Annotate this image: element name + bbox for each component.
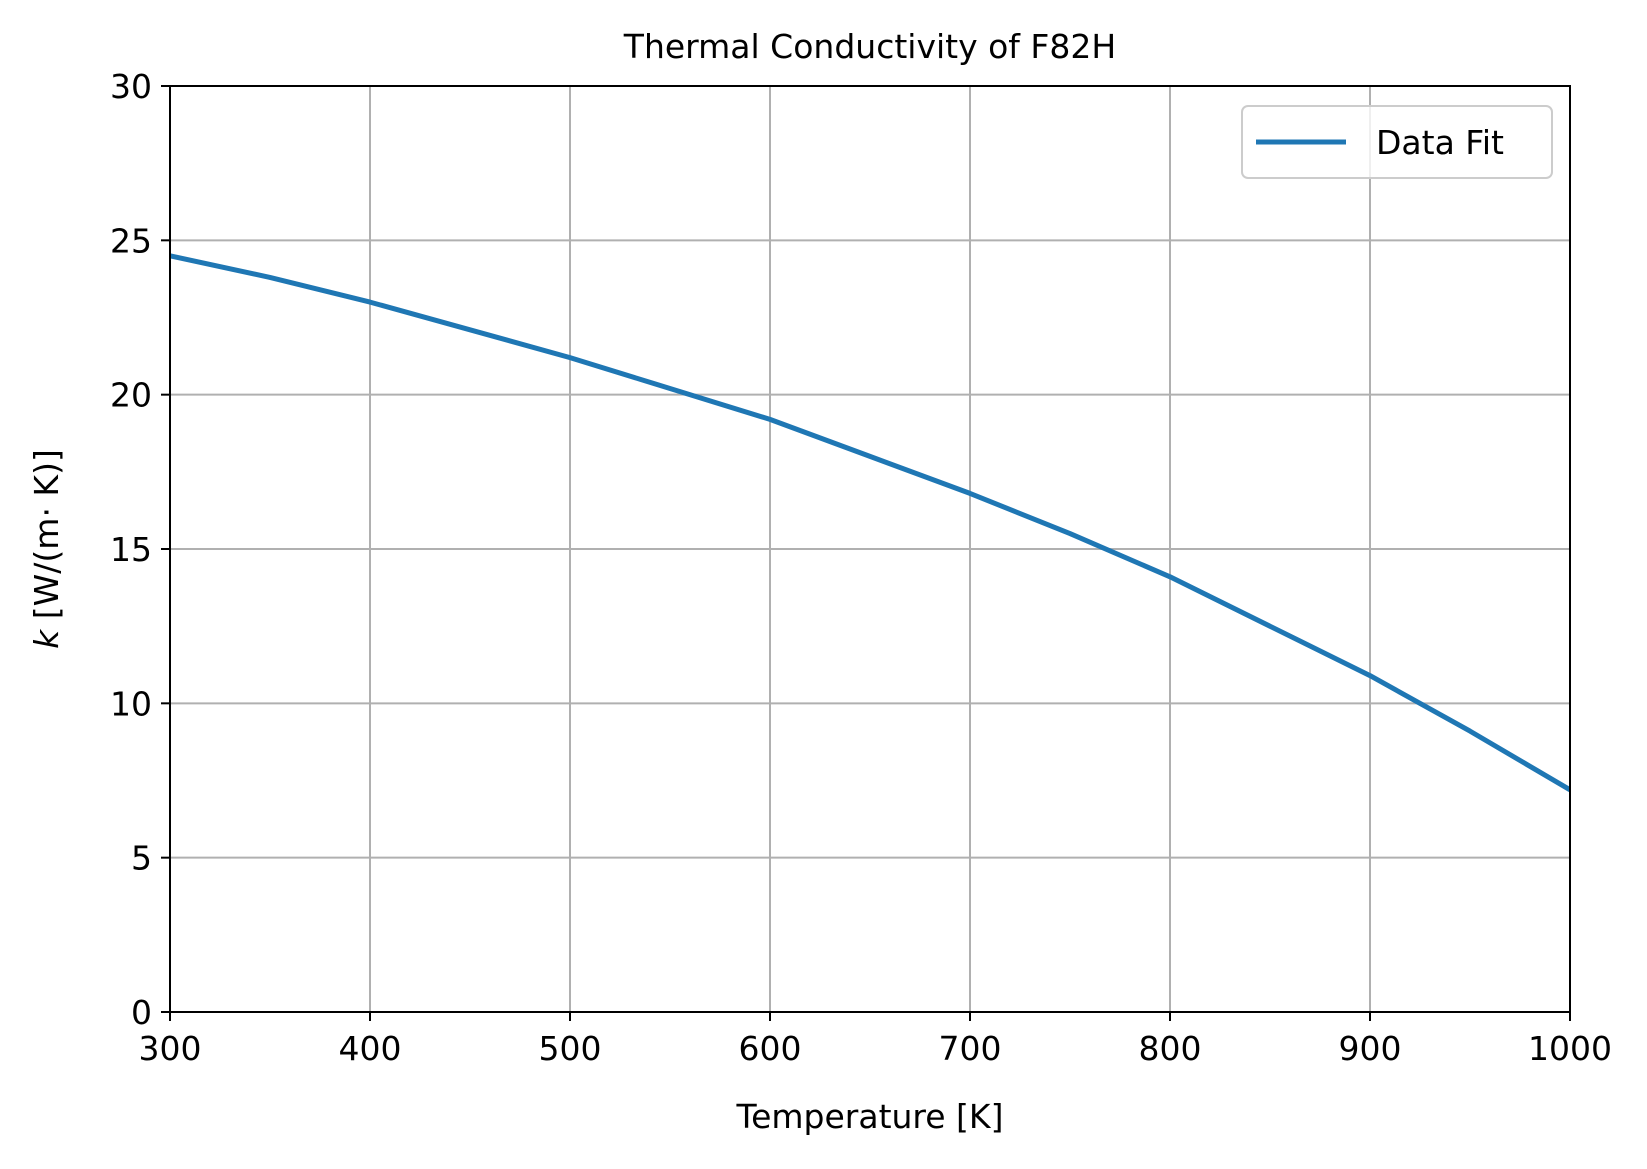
x-tick-label: 800 xyxy=(1139,1029,1202,1068)
x-tick-label: 900 xyxy=(1339,1029,1402,1068)
y-tick-label: 25 xyxy=(110,221,152,260)
y-tick-label: 0 xyxy=(131,993,152,1032)
x-tick-label: 300 xyxy=(139,1029,202,1068)
y-tick-label: 30 xyxy=(110,67,152,106)
legend: Data Fit xyxy=(1241,105,1553,179)
x-tick-label: 600 xyxy=(739,1029,802,1068)
y-tick-label: 15 xyxy=(110,530,152,569)
chart-title: Thermal Conductivity of F82H xyxy=(623,27,1116,66)
series-layer xyxy=(170,253,1570,792)
y-tick-label: 10 xyxy=(110,684,152,723)
y-tick-label: 20 xyxy=(110,376,152,415)
ticks: 300 400 500 600 700 800 900 1000 0 5 10 15 20 25 30 xyxy=(110,67,1612,1068)
x-axis-label: Temperature [K] xyxy=(736,1097,1004,1136)
x-tick-label: 1000 xyxy=(1528,1029,1612,1068)
y-axis-label-variable: k xyxy=(27,628,66,649)
x-tick-label: 700 xyxy=(939,1029,1002,1068)
legend-label-data-fit: Data Fit xyxy=(1376,123,1504,162)
x-tick-label: 400 xyxy=(339,1029,402,1068)
y-axis-label-unit: [W/(m· K)] xyxy=(27,449,66,630)
y-tick-label: 5 xyxy=(131,839,152,878)
series-line-data-fit xyxy=(170,253,1570,792)
legend-box xyxy=(1241,105,1553,179)
x-tick-label: 500 xyxy=(539,1029,602,1068)
y-axis-label: k [W/(m· K)] xyxy=(27,449,66,649)
